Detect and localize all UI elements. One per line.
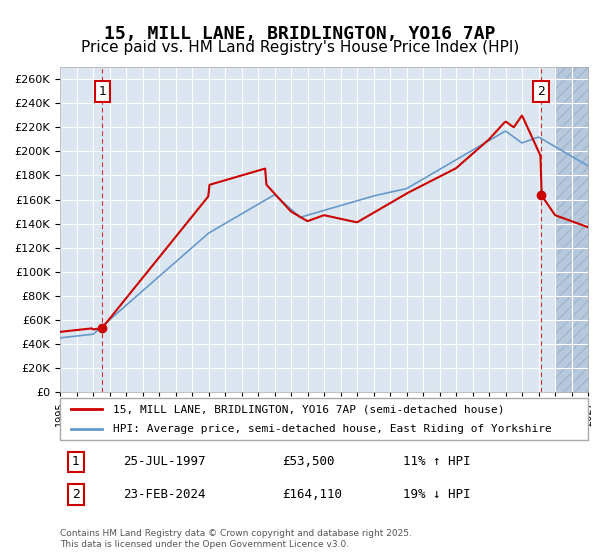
Text: HPI: Average price, semi-detached house, East Riding of Yorkshire: HPI: Average price, semi-detached house,… xyxy=(113,424,551,434)
Text: £164,110: £164,110 xyxy=(282,488,342,501)
Text: 2: 2 xyxy=(537,85,545,98)
Text: 19% ↓ HPI: 19% ↓ HPI xyxy=(403,488,471,501)
Text: 1: 1 xyxy=(72,455,80,468)
Text: Contains HM Land Registry data © Crown copyright and database right 2025.
This d: Contains HM Land Registry data © Crown c… xyxy=(60,529,412,549)
Text: 1: 1 xyxy=(98,85,106,98)
Text: 25-JUL-1997: 25-JUL-1997 xyxy=(124,455,206,468)
FancyBboxPatch shape xyxy=(60,398,588,440)
Text: Price paid vs. HM Land Registry's House Price Index (HPI): Price paid vs. HM Land Registry's House … xyxy=(81,40,519,55)
Text: 15, MILL LANE, BRIDLINGTON, YO16 7AP (semi-detached house): 15, MILL LANE, BRIDLINGTON, YO16 7AP (se… xyxy=(113,404,504,414)
Text: 11% ↑ HPI: 11% ↑ HPI xyxy=(403,455,471,468)
Text: £53,500: £53,500 xyxy=(282,455,334,468)
Text: 23-FEB-2024: 23-FEB-2024 xyxy=(124,488,206,501)
Text: 2: 2 xyxy=(72,488,80,501)
Text: 15, MILL LANE, BRIDLINGTON, YO16 7AP: 15, MILL LANE, BRIDLINGTON, YO16 7AP xyxy=(104,25,496,43)
